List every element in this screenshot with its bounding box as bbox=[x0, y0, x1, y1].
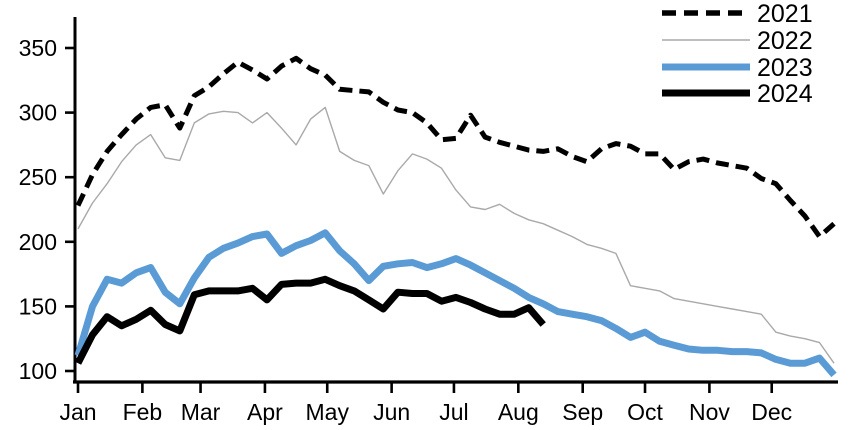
x-tick-label: Apr bbox=[247, 399, 283, 425]
y-tick-label: 150 bbox=[19, 293, 57, 319]
x-tick-label: Feb bbox=[123, 399, 163, 425]
y-tick-label: 250 bbox=[19, 164, 57, 190]
y-tick-label: 200 bbox=[19, 229, 57, 255]
x-tick-label: Sep bbox=[562, 399, 603, 425]
series-line-2021 bbox=[75, 55, 836, 240]
y-tick-label: 100 bbox=[19, 358, 57, 384]
y-tick-label: 300 bbox=[19, 100, 57, 126]
x-tick-label: Jul bbox=[439, 399, 468, 425]
x-tick-label: Aug bbox=[498, 399, 539, 425]
x-tick-label: Mar bbox=[181, 399, 221, 425]
legend-label-2023: 2023 bbox=[757, 54, 813, 82]
series-line-2024 bbox=[74, 275, 546, 365]
legend-label-2022: 2022 bbox=[757, 27, 813, 55]
x-tick-label: Oct bbox=[627, 399, 663, 425]
x-tick-label: Nov bbox=[689, 399, 730, 425]
y-tick-label: 350 bbox=[19, 35, 57, 61]
legend-label-2021: 2021 bbox=[757, 0, 813, 28]
legend-label-2024: 2024 bbox=[757, 80, 813, 108]
series-line-2022 bbox=[77, 106, 835, 364]
x-tick-label: Dec bbox=[751, 399, 792, 425]
x-tick-label: Jan bbox=[59, 399, 96, 425]
x-tick-label: Jun bbox=[373, 399, 410, 425]
x-tick-label: May bbox=[306, 399, 350, 425]
series-line-2023 bbox=[74, 229, 837, 378]
